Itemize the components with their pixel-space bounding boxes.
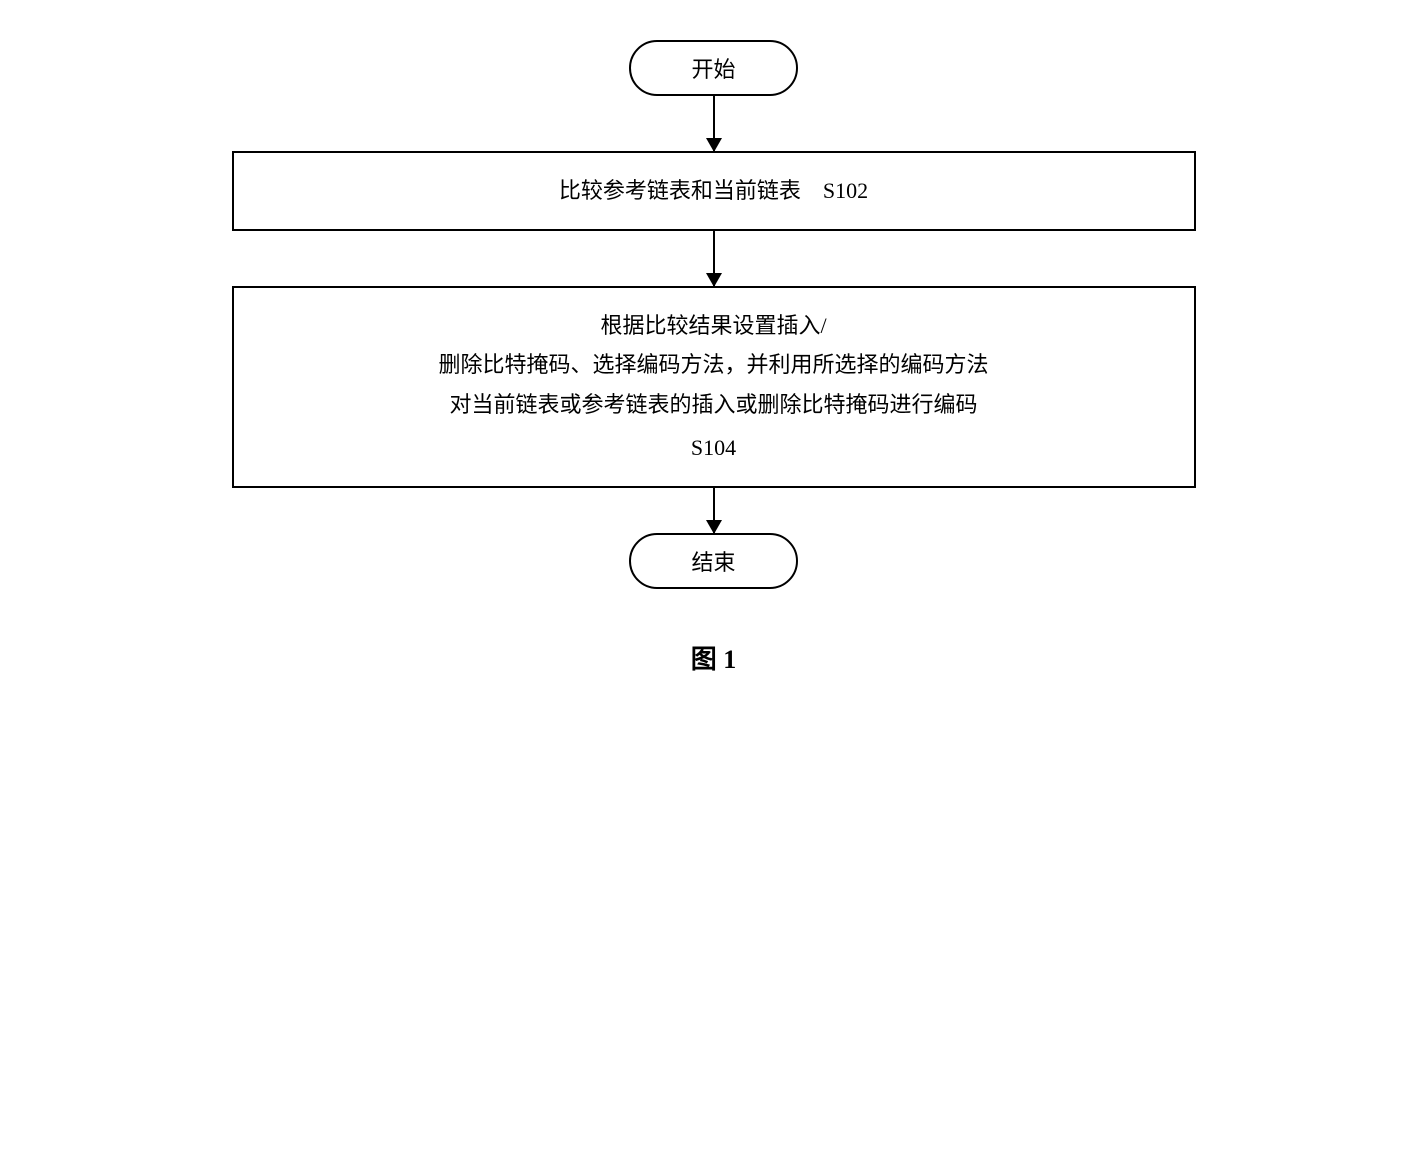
process-step-2: 根据比较结果设置插入/ 删除比特掩码、选择编码方法，并利用所选择的编码方法 对当…	[232, 286, 1196, 488]
step2-id: S104	[264, 428, 1164, 468]
process-step-1: 比较参考链表和当前链表 S102	[232, 151, 1196, 231]
start-terminal: 开始	[629, 40, 797, 96]
step2-line2: 删除比特掩码、选择编码方法，并利用所选择的编码方法	[264, 345, 1164, 385]
flowchart-container: 开始 比较参考链表和当前链表 S102 根据比较结果设置插入/ 删除比特掩码、选…	[232, 40, 1196, 676]
start-label: 开始	[691, 57, 735, 82]
figure-label-text: 图 1	[691, 645, 737, 674]
end-label: 结束	[691, 550, 735, 575]
arrow-2	[713, 231, 715, 286]
step1-id: S102	[823, 178, 868, 203]
step2-line1: 根据比较结果设置插入/	[264, 306, 1164, 346]
arrow-3	[713, 488, 715, 533]
step2-line3: 对当前链表或参考链表的插入或删除比特掩码进行编码	[264, 385, 1164, 425]
end-terminal: 结束	[629, 533, 797, 589]
arrow-1	[713, 96, 715, 151]
step1-text: 比较参考链表和当前链表	[559, 178, 801, 203]
figure-label: 图 1	[691, 639, 737, 676]
